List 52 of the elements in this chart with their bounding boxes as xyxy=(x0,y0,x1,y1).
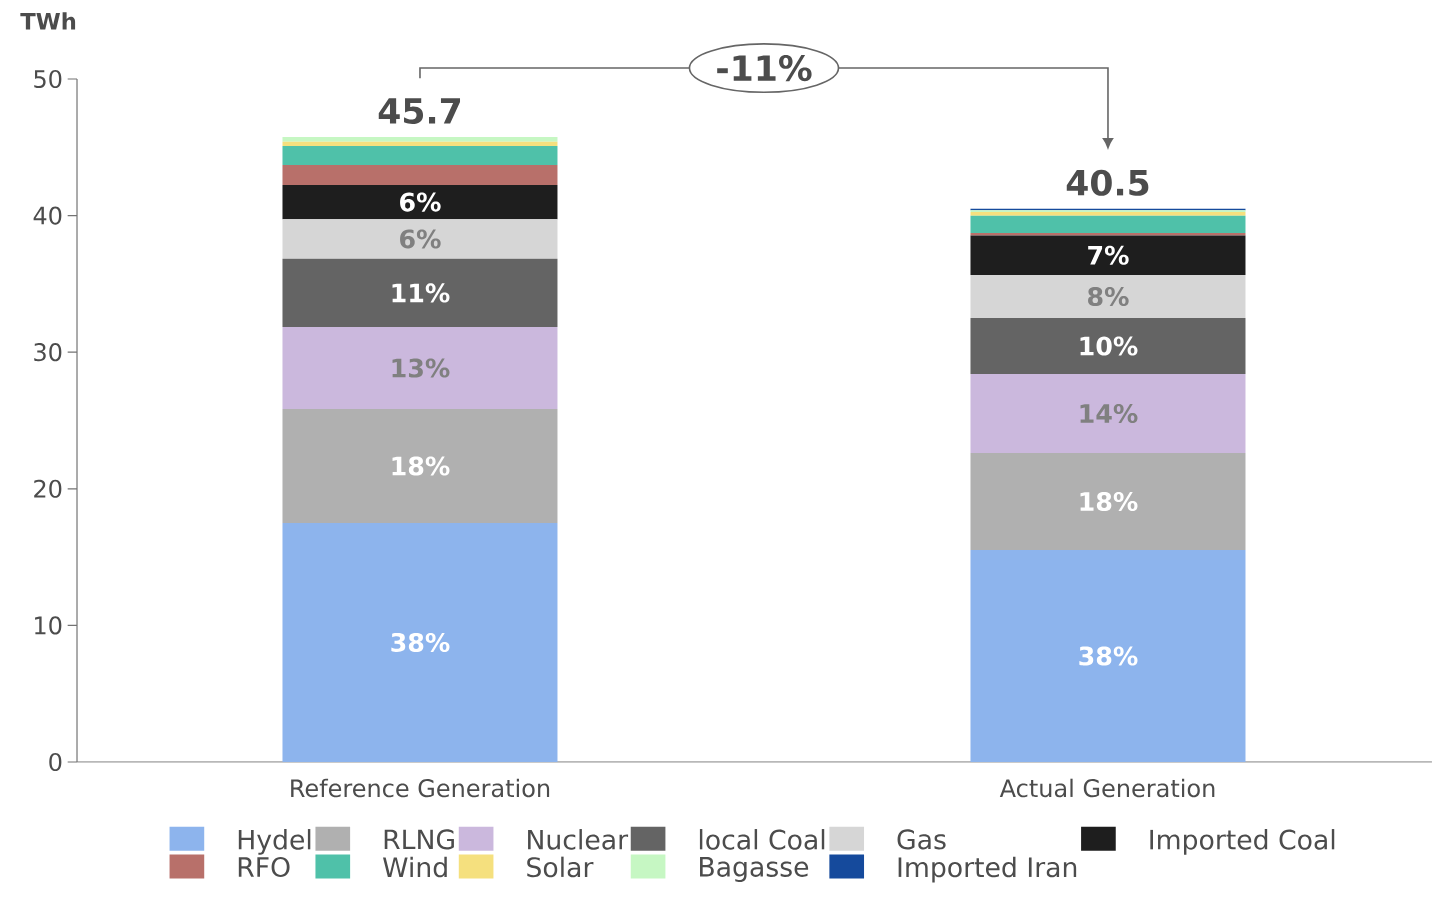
annotation: 18% xyxy=(1080,491,1138,512)
bar xyxy=(282,145,558,166)
y-tick-label: 20 xyxy=(34,479,62,498)
bar xyxy=(282,219,558,259)
annotation: -11% xyxy=(717,54,812,82)
total-label: 40.5 xyxy=(1066,169,1149,196)
annotation: 11% xyxy=(392,283,450,303)
total-label: 45.7 xyxy=(378,98,461,124)
legend-label: Wind xyxy=(383,856,447,878)
bar xyxy=(970,275,1246,319)
annotation: 38% xyxy=(1079,646,1138,666)
x-tick-label: Reference Generation xyxy=(291,778,550,798)
bar xyxy=(282,409,558,523)
legend-label: Hydel xyxy=(238,829,311,855)
bar xyxy=(282,258,558,328)
y-tick-label: 50 xyxy=(34,69,62,89)
legend-label: Imported Iran xyxy=(898,856,1077,883)
annotation: 8% xyxy=(1088,286,1129,307)
y-tick-label: 10 xyxy=(35,616,62,635)
annotation: 10% xyxy=(1080,336,1138,356)
bar xyxy=(282,327,558,410)
y-tick-label: 0 xyxy=(49,752,62,772)
bar xyxy=(282,165,558,185)
y-tick-label: 30 xyxy=(34,343,62,362)
bar xyxy=(970,235,1246,276)
annotation: 6% xyxy=(400,192,441,212)
bar xyxy=(282,522,558,762)
bar xyxy=(970,318,1246,375)
legend-label: Nuclear xyxy=(528,829,629,850)
legend-label: Imported Coal xyxy=(1150,829,1335,855)
annotation: 7% xyxy=(1088,245,1129,265)
y-axis-title: TWh xyxy=(20,12,76,30)
legend-label: Solar xyxy=(527,856,594,878)
annotation: 6% xyxy=(400,229,441,249)
bar xyxy=(970,215,1246,234)
bar xyxy=(970,549,1246,762)
annotation: 38% xyxy=(391,632,450,653)
legend-label: Bagasse xyxy=(700,857,809,883)
annotation: 14% xyxy=(1080,403,1138,424)
x-tick-label: Actual Generation xyxy=(999,778,1215,798)
annotation: 13% xyxy=(392,358,450,378)
bar xyxy=(970,374,1246,453)
y-tick-label: 40 xyxy=(33,206,62,225)
legend-label: RFO xyxy=(238,856,290,878)
legend-label: local Coal xyxy=(699,829,825,850)
legend-label: Gas xyxy=(897,829,946,850)
bar xyxy=(282,141,558,146)
bar xyxy=(282,185,558,220)
legend-label: RLNG xyxy=(384,829,454,850)
annotation: 18% xyxy=(392,456,450,476)
bar xyxy=(970,453,1246,550)
bar xyxy=(282,136,558,142)
